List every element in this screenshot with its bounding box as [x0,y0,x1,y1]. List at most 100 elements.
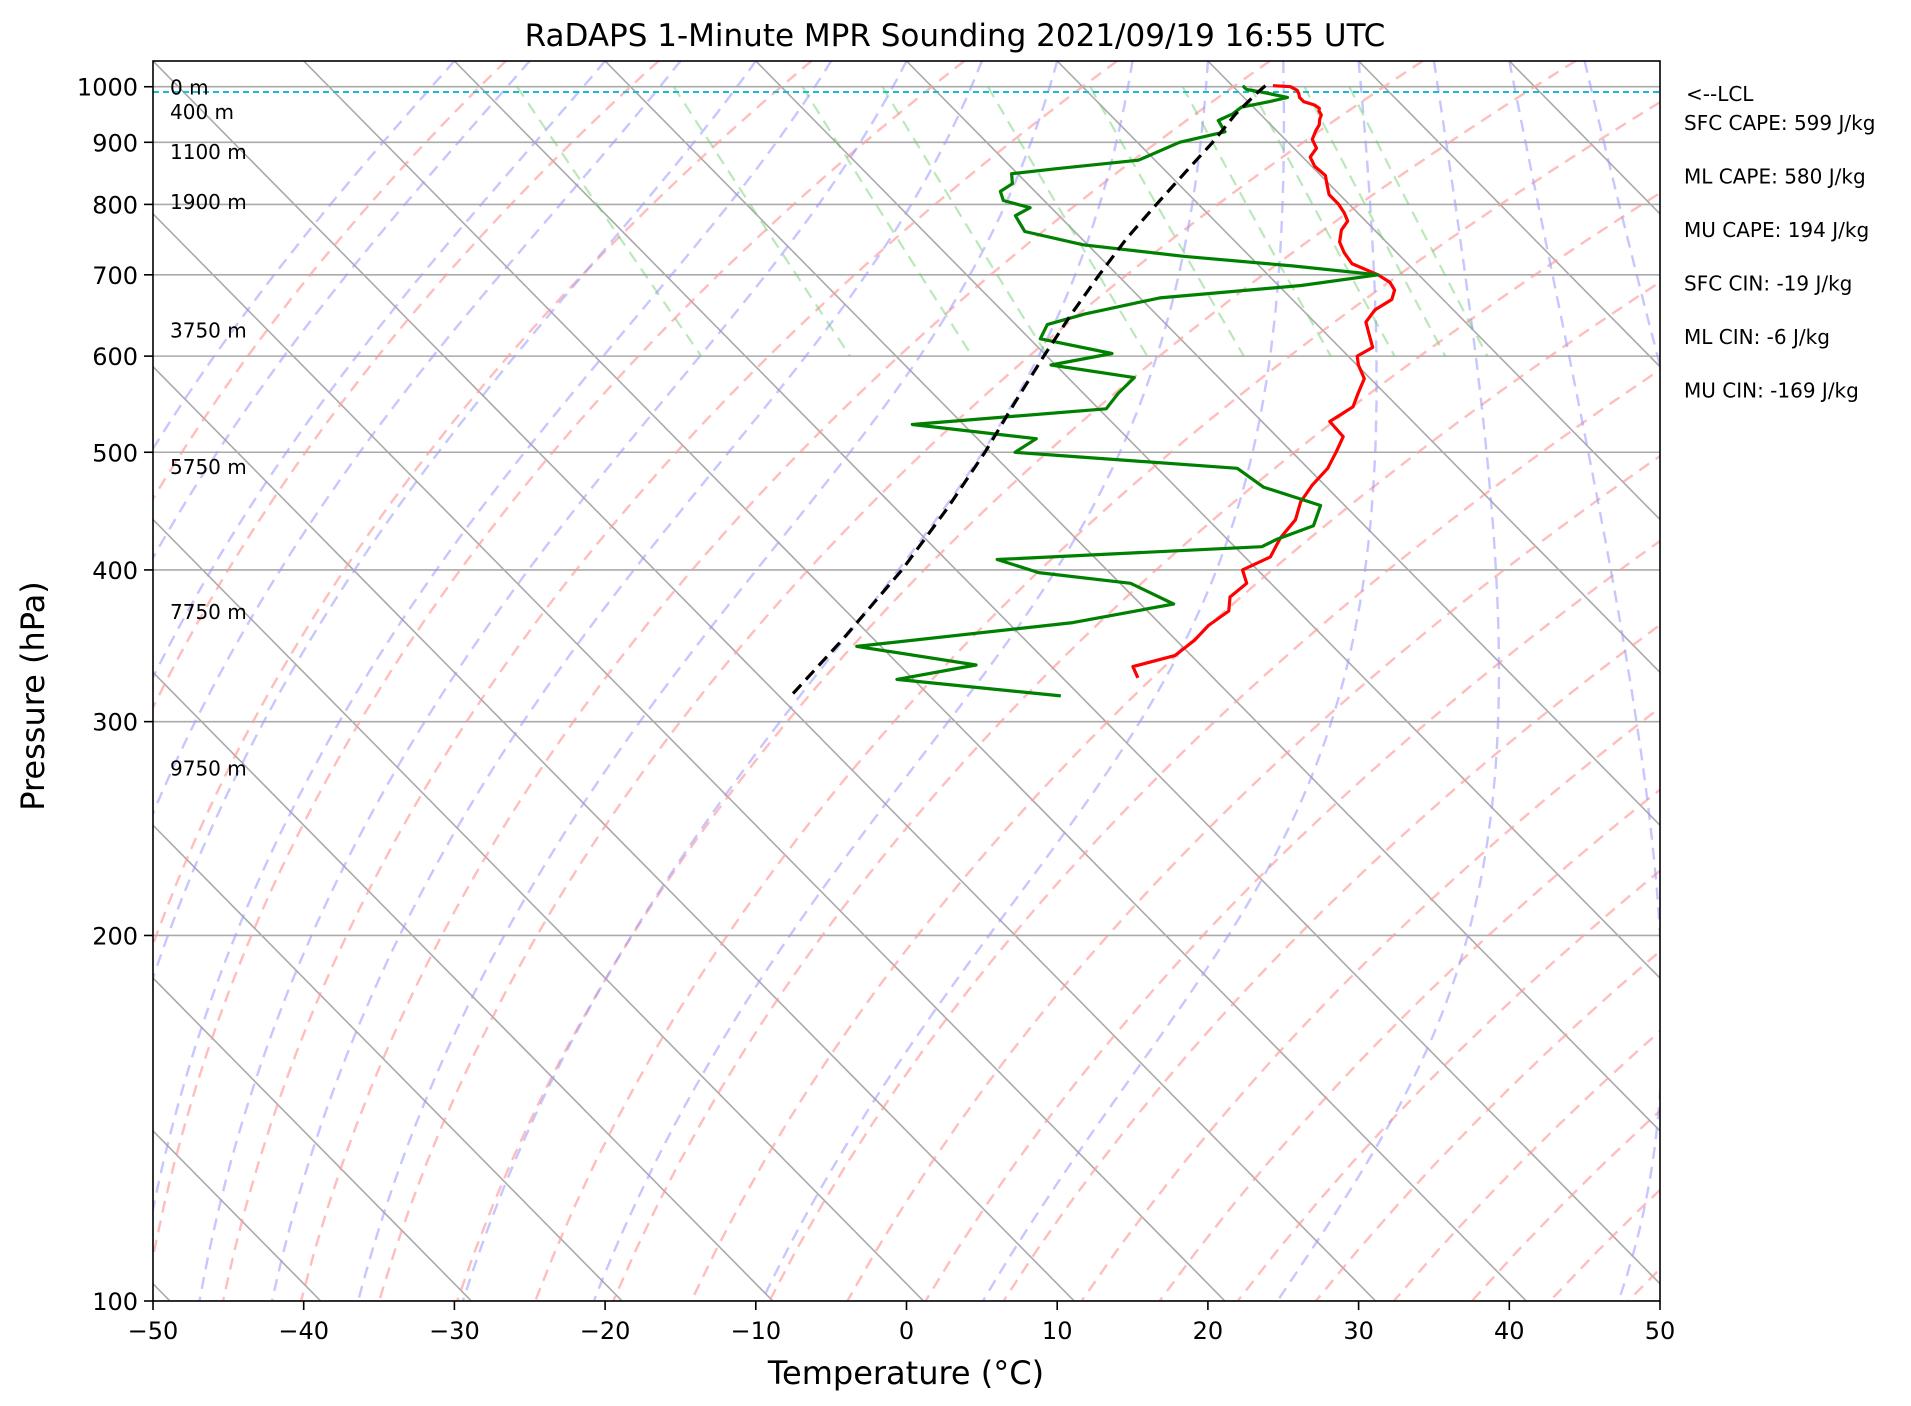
mixing-ratio-line [1181,86,1332,357]
moist-adiabat-line [981,61,1378,1301]
isotherm-line [1508,61,1660,215]
moist-adiabat-line [153,61,833,1215]
dry-adiabat-line [924,539,1660,1301]
height-label: 400 m [170,100,234,124]
lcl-label: <--LCL [1686,82,1754,106]
isotherm-line [453,61,1660,1285]
isotherm-line [1358,61,1660,368]
height-label: 3750 m [170,319,247,343]
moist-adiabat-line [153,61,607,680]
height-label: 5750 m [170,455,247,479]
isotherm-line [153,61,1377,1301]
dry-adiabat-line [377,61,1424,1301]
series-layer [791,84,1397,698]
dry-adiabat-line [153,61,813,949]
moist-adiabat-line [461,61,1134,1301]
y-tick-label: 700 [92,262,138,290]
mixing-ratio-line [1348,86,1489,357]
dry-adiabat-line [1158,788,1660,1301]
x-tick-label: −40 [278,1317,329,1345]
isotherm-line [153,212,1226,1301]
x-tick-label: −10 [730,1317,781,1345]
y-tick-label: 600 [92,343,138,371]
moist-adiabat-line [1658,61,1660,66]
dry-adiabat-line [1549,1188,1660,1301]
mixing-ratio-line [516,86,703,357]
stability-index: SFC CAPE: 599 J/kg [1684,111,1875,135]
y-tick-label: 100 [92,1288,138,1316]
x-tick-label: 20 [1193,1317,1224,1345]
dry-adiabat-line [299,61,1271,1301]
y-tick-label: 1000 [77,74,138,102]
axes: <--LCL −50 −40 −30 −20 −10 0 10 20 30 40 50 100 200 30… [77,74,1754,1345]
background-grid [153,61,1911,1301]
mixing-ratio-line [672,86,852,357]
dry-adiabat-line [1392,1029,1660,1301]
y-tick-label: 300 [92,709,138,737]
x-tick-label: 30 [1343,1317,1374,1345]
y-tick-label: 800 [92,191,138,219]
mixing-ratio-line [987,86,1149,357]
mixing-ratio-line [801,86,974,357]
dry-adiabat-line [1627,1267,1660,1301]
temperature-profile [1131,84,1397,679]
x-tick-label: 40 [1494,1317,1525,1345]
dry-adiabat-line [1002,623,1660,1301]
dry-adiabat-line [690,280,1660,1301]
dry-adiabat-line [1314,949,1660,1301]
moist-adiabat-line [153,61,757,982]
isotherm-line [153,365,1075,1301]
chart-title: RaDAPS 1-Minute MPR Sounding 2021/09/19 … [525,18,1386,54]
y-tick-label: 200 [92,922,138,950]
isotherm-line [1056,61,1660,674]
x-tick-label: 50 [1645,1317,1676,1345]
dry-adiabat-line [846,454,1660,1301]
stability-index: SFC CIN: -19 J/kg [1684,272,1852,296]
dry-adiabat-line [1080,706,1660,1301]
mixing-ratio-line [1089,86,1245,357]
dry-adiabat-line [1236,869,1660,1301]
y-tick-label: 900 [92,129,138,157]
moist-adiabat-line [1583,61,1660,371]
y-axis-label: Pressure (hPa) [14,581,52,811]
x-axis-label: Temperature (°C) [767,1354,1044,1392]
isotherm-line [153,671,774,1301]
moist-adiabat-line [270,61,984,1301]
height-label: 7750 m [170,600,247,624]
dry-adiabat-line [1706,61,1911,1301]
isotherm-line [153,518,925,1301]
x-tick-label: 0 [899,1317,914,1345]
height-label: 0 m [170,76,209,100]
moist-adiabat-line [198,61,908,1301]
x-tick-label: 10 [1042,1317,1073,1345]
stability-indices: SFC CAPE: 599 J/kg ML CAPE: 580 J/kg MU CA… [1684,111,1875,403]
isotherm-line [1207,61,1660,521]
stability-index: MU CIN: -169 J/kg [1684,379,1859,403]
x-tick-label: −30 [429,1317,480,1345]
y-tick-label: 500 [92,439,138,467]
isotherm-line [153,976,472,1301]
dry-adiabat-line [221,61,1118,1301]
moist-adiabat-line [1508,61,1660,1301]
moist-adiabat-line [1276,61,1501,1301]
mixing-ratio-line [1303,86,1447,357]
dry-adiabat-line [534,100,1660,1301]
x-tick-label: −20 [580,1317,631,1345]
moist-adiabat-line [153,61,682,817]
dewpoint-profile [855,84,1380,698]
isotherm-line [153,824,623,1301]
dry-adiabat-line [455,61,1577,1301]
dry-adiabat-line [768,368,1660,1301]
moist-adiabat-line [153,61,456,451]
isotherm-line [1811,61,1911,1301]
isotherm-line [755,61,1660,980]
parcel-profile [791,84,1267,696]
stability-index: MU CAPE: 194 J/kg [1684,218,1869,242]
moist-adiabat-line [760,61,1286,1301]
moist-adiabat-line [592,61,1210,1301]
dry-adiabat-line [153,61,966,1264]
height-label: 1900 m [170,190,247,214]
stability-index: ML CIN: -6 J/kg [1684,325,1830,349]
isotherm-line [604,61,1660,1133]
